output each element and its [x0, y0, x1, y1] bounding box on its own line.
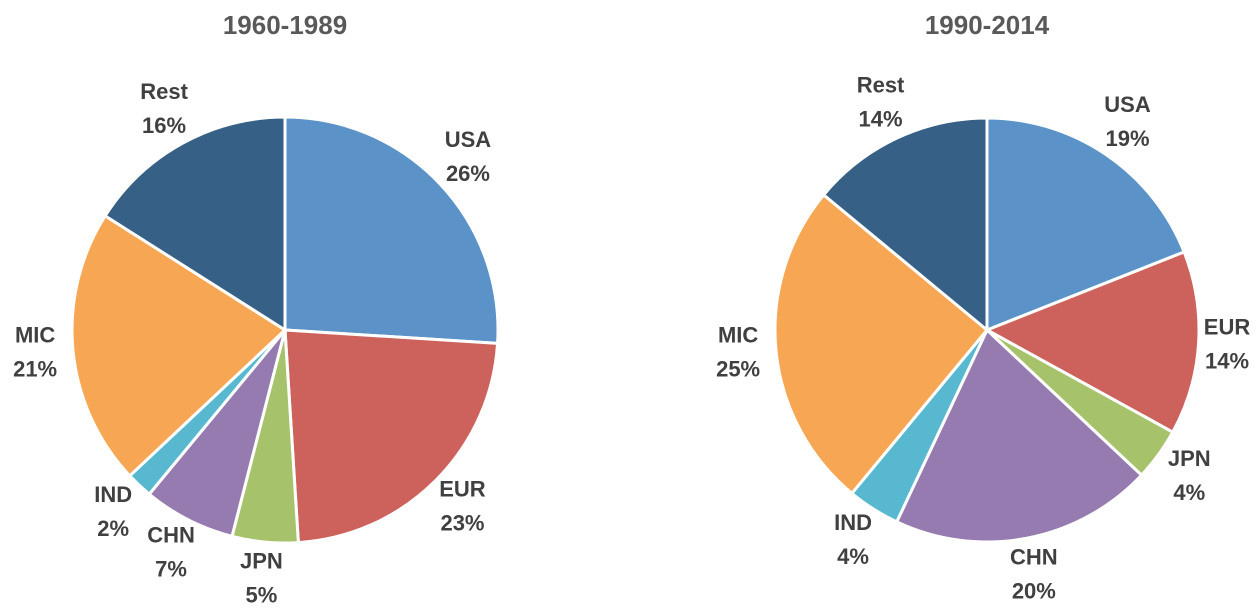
slice-value-label: 4%: [1173, 480, 1205, 505]
pie-slice: [985, 116, 1186, 332]
slice-value-label: 4%: [837, 544, 869, 569]
pie-slice: [103, 115, 287, 332]
slice-label: Rest: [140, 79, 188, 104]
slice-label: IND: [94, 482, 132, 507]
slice-label: Rest: [857, 73, 905, 98]
slice-label: CHN: [147, 522, 195, 547]
slice-label: MIC: [15, 322, 55, 347]
slice-label: IND: [834, 510, 872, 535]
slice-value-label: 14%: [1205, 349, 1249, 374]
slice-label: EUR: [439, 476, 486, 501]
slice-value-label: 25%: [716, 356, 760, 381]
pie-slice: [283, 115, 500, 345]
slice-label: JPN: [1168, 446, 1211, 471]
pie-slice: [773, 193, 989, 495]
slice-value-label: 26%: [446, 161, 490, 186]
pie-slice: [70, 214, 287, 478]
slice-value-label: 21%: [13, 356, 57, 381]
chart-title: 1990-2014: [925, 10, 1050, 40]
pie-slice: [985, 250, 1201, 434]
pie-slice: [822, 116, 989, 332]
slice-label: USA: [1104, 92, 1151, 117]
slice-label: USA: [445, 127, 492, 152]
slice-value-label: 5%: [245, 583, 277, 608]
slice-value-label: 23%: [440, 510, 484, 535]
pie-slice: [895, 328, 1144, 544]
slice-label: CHN: [1010, 544, 1058, 569]
chart-title: 1960-1989: [223, 10, 347, 40]
slice-value-label: 2%: [97, 516, 129, 541]
pie-slice: [283, 328, 500, 545]
slice-value-label: 16%: [142, 113, 186, 138]
slice-value-label: 20%: [1012, 578, 1056, 603]
slice-label: JPN: [240, 549, 283, 574]
slice-label: EUR: [1204, 315, 1251, 340]
slice-value-label: 19%: [1105, 126, 1149, 151]
slice-value-label: 14%: [859, 107, 903, 132]
slice-label: MIC: [718, 322, 758, 347]
slice-value-label: 7%: [155, 556, 187, 581]
